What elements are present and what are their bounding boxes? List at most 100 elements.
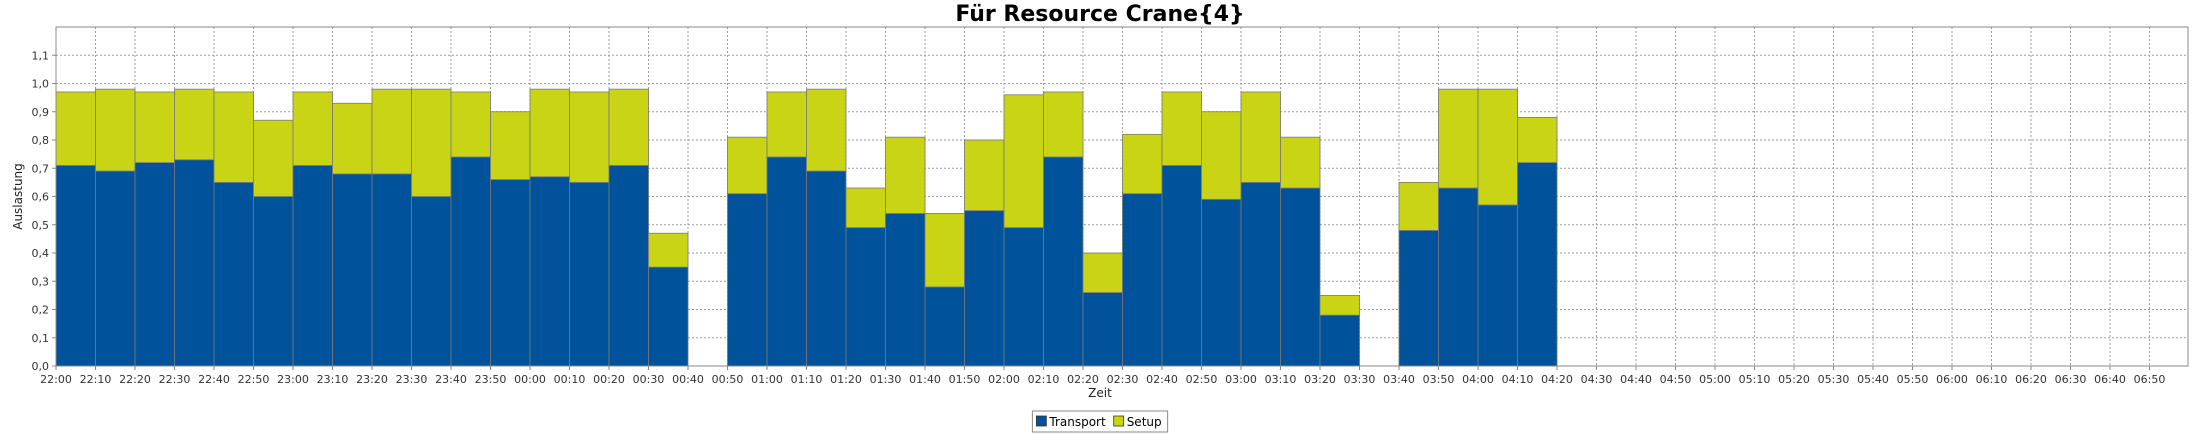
x-tick-label: 03:10 [1265, 373, 1297, 386]
bar-transport [1161, 165, 1202, 367]
x-tick-label: 05:10 [1739, 373, 1771, 386]
x-tick-label: 22:30 [159, 373, 191, 386]
bars [55, 88, 1558, 367]
y-tick-label: 0,2 [32, 304, 50, 317]
y-tick-label: 0,8 [32, 134, 50, 147]
bar-transport [253, 196, 294, 367]
x-tick-label: 22:00 [40, 373, 72, 386]
bar-setup [450, 91, 491, 158]
bar-transport [806, 170, 847, 367]
y-tick-label: 0,0 [32, 360, 50, 373]
x-tick-label: 05:50 [1897, 373, 1929, 386]
x-tick-label: 00:20 [593, 373, 625, 386]
x-tick-label: 04:00 [1462, 373, 1494, 386]
x-tick-label: 02:50 [1186, 373, 1218, 386]
bar-transport [332, 173, 373, 367]
bar-setup [885, 136, 926, 214]
bar-setup [1003, 94, 1044, 228]
x-tick-label: 23:30 [396, 373, 428, 386]
x-tick-label: 22:40 [198, 373, 230, 386]
bar-setup [1477, 88, 1518, 206]
bar-setup [1122, 133, 1163, 195]
bar-transport [569, 181, 610, 367]
x-tick-label: 01:40 [909, 373, 941, 386]
x-tick-label: 05:20 [1778, 373, 1810, 386]
bar-transport [766, 156, 807, 367]
bar-transport [1319, 314, 1360, 367]
y-tick-label: 0,6 [32, 191, 50, 204]
bar-transport [450, 156, 491, 367]
bar-transport [529, 176, 570, 367]
bar-transport [411, 196, 452, 367]
x-tick-label: 02:30 [1107, 373, 1139, 386]
x-tick-label: 05:30 [1818, 373, 1850, 386]
bar-setup [648, 232, 689, 268]
x-tick-label: 23:40 [435, 373, 467, 386]
x-axis-ticks: 22:00 22:10 22:20 22:30 22:40 22:50 23:00 23:10… [40, 366, 2165, 386]
bar-transport [885, 213, 926, 367]
x-tick-label: 04:30 [1581, 373, 1613, 386]
x-tick-label: 00:30 [633, 373, 665, 386]
y-tick-label: 0,3 [32, 275, 50, 288]
x-tick-label: 02:10 [1028, 373, 1060, 386]
x-tick-label: 06:40 [2094, 373, 2126, 386]
bar-transport [134, 162, 175, 367]
x-tick-label: 03:40 [1383, 373, 1415, 386]
y-tick-label: 0,5 [32, 219, 50, 232]
x-axis-label: Zeit [1088, 386, 1112, 400]
bar-setup [95, 88, 136, 172]
bar-setup [134, 91, 175, 163]
bar-setup [806, 88, 847, 172]
bar-transport [1280, 187, 1321, 367]
bar-setup [55, 91, 96, 166]
bar-setup [1240, 91, 1281, 183]
x-tick-label: 02:00 [988, 373, 1020, 386]
bar-setup [1082, 252, 1123, 293]
bar-setup [727, 136, 768, 195]
bar-transport [213, 181, 254, 367]
bar-setup [1201, 111, 1242, 200]
bar-setup [1161, 91, 1202, 166]
x-tick-label: 23:50 [475, 373, 507, 386]
bar-transport [292, 165, 333, 367]
x-tick-label: 00:40 [672, 373, 704, 386]
y-axis-ticks: 0,0 0,1 0,2 0,3 0,4 0,5 0,6 0,7 0,8 0,9 1,0 1,1 [32, 49, 56, 373]
bar-transport [490, 179, 531, 367]
legend-label-transport: Transport [1048, 415, 1106, 429]
bar-transport [1003, 227, 1044, 367]
x-tick-label: 05:00 [1699, 373, 1731, 386]
x-tick-label: 04:40 [1620, 373, 1652, 386]
bar-transport [608, 165, 649, 367]
legend-swatch-setup [1113, 415, 1125, 427]
bar-setup [1043, 91, 1084, 158]
bar-transport [845, 227, 886, 367]
bar-transport [1082, 292, 1123, 367]
x-tick-label: 06:50 [2134, 373, 2166, 386]
bar-setup [411, 88, 452, 197]
bar-transport [1240, 181, 1281, 367]
x-tick-label: 22:50 [238, 373, 270, 386]
bar-setup [1398, 181, 1439, 231]
bar-setup [1280, 136, 1321, 189]
bar-transport [55, 165, 96, 367]
bar-setup [253, 119, 294, 197]
x-tick-label: 03:30 [1344, 373, 1376, 386]
x-tick-label: 00:10 [554, 373, 586, 386]
bar-setup [766, 91, 807, 158]
x-tick-label: 23:20 [356, 373, 388, 386]
chart-title: Für Resource Crane{4} [955, 2, 1244, 27]
x-tick-label: 06:00 [1936, 373, 1968, 386]
y-tick-label: 1,0 [32, 78, 50, 91]
bar-setup [845, 187, 886, 228]
bar-setup [569, 91, 610, 183]
bar-transport [1043, 156, 1084, 367]
legend-label-setup: Setup [1127, 415, 1162, 429]
x-tick-label: 02:20 [1067, 373, 1099, 386]
x-tick-label: 04:50 [1660, 373, 1692, 386]
bar-transport [95, 170, 136, 367]
legend: Transport Setup [1031, 410, 1169, 433]
x-tick-label: 00:50 [712, 373, 744, 386]
x-tick-label: 04:10 [1502, 373, 1534, 386]
bar-setup [964, 139, 1005, 212]
